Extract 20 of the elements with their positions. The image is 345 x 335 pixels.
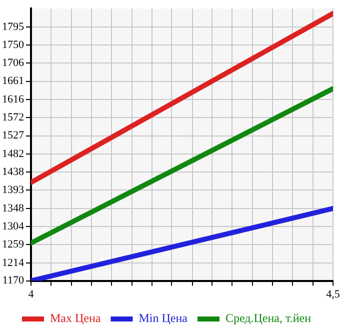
y-tick-label: 1616 <box>2 93 24 106</box>
y-tick-label: 1661 <box>2 75 24 88</box>
y-tick-label: 1170 <box>2 274 24 287</box>
x-tick-label: 4,5 <box>326 288 340 300</box>
y-tick-label: 1527 <box>2 130 24 142</box>
legend-label: Max Цена <box>50 311 102 326</box>
legend-label: Сред.Цена, т.йен <box>225 311 312 326</box>
y-tick-label: 1214 <box>2 256 24 269</box>
x-tick-label: 4 <box>28 288 34 300</box>
y-tick-label: 1482 <box>2 148 24 160</box>
y-tick-label: 1572 <box>2 111 24 124</box>
y-tick-label: 1438 <box>2 166 24 178</box>
y-tick-label: 1795 <box>2 20 24 33</box>
y-tick-label: 1348 <box>2 202 24 214</box>
y-tick-label: 1259 <box>2 238 24 251</box>
y-tick-label: 1750 <box>2 39 24 52</box>
y-tick-label: 1304 <box>2 220 24 232</box>
y-tick-label: 1393 <box>2 184 24 196</box>
y-tick-label: 1706 <box>2 56 24 69</box>
legend-label: Min Цена <box>138 311 188 326</box>
